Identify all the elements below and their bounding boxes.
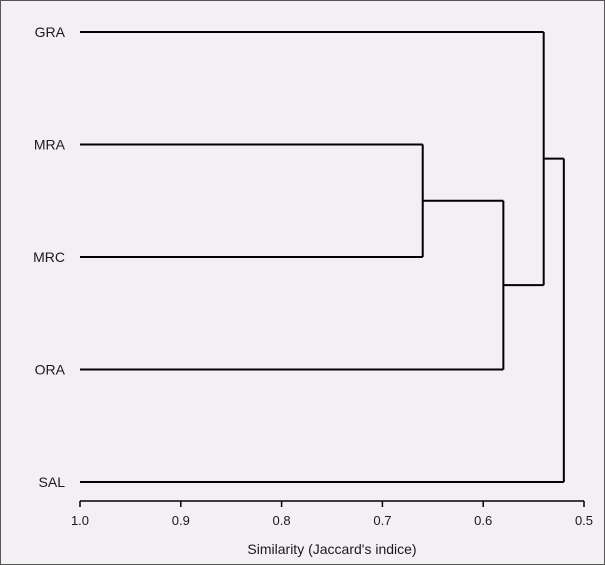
x-tick-label-1: 0.9 xyxy=(172,513,190,528)
x-axis-title: Similarity (Jaccard's indice) xyxy=(247,541,416,557)
leaf-label-gra: GRA xyxy=(35,24,66,40)
x-tick-label-0: 1.0 xyxy=(71,513,89,528)
leaf-label-ora: ORA xyxy=(35,362,66,378)
leaf-label-mrc: MRC xyxy=(33,249,65,265)
x-axis: 1.0 0.9 0.8 0.7 0.6 0.5 Similarity (Jaccard's… xyxy=(71,500,593,557)
leaf-labels: GRA MRA MRC ORA SAL xyxy=(33,24,66,490)
x-tick-label-3: 0.7 xyxy=(373,513,391,528)
x-tick-label-2: 0.8 xyxy=(273,513,291,528)
x-tick-label-5: 0.5 xyxy=(575,513,593,528)
dendrogram-branches xyxy=(80,31,565,483)
leaf-label-mra: MRA xyxy=(34,137,66,153)
x-tick-label-4: 0.6 xyxy=(474,513,492,528)
x-ticks: 1.0 0.9 0.8 0.7 0.6 0.5 xyxy=(71,501,593,528)
leaf-label-sal: SAL xyxy=(39,474,66,490)
